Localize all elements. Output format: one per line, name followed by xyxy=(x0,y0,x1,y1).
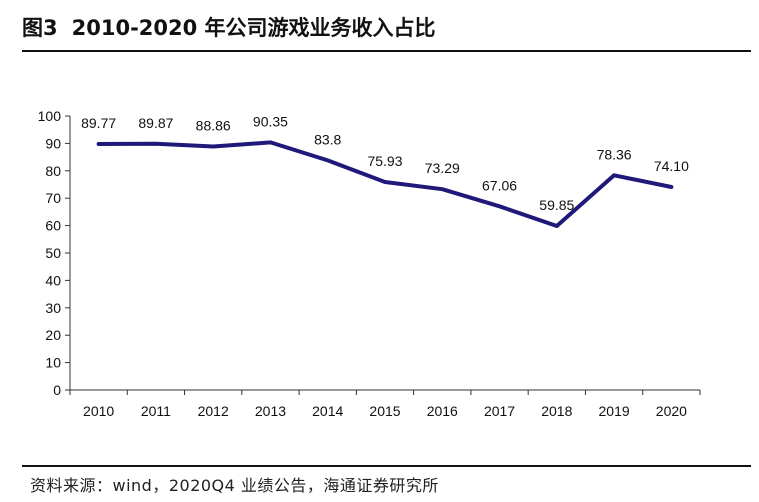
x-tick-label: 2018 xyxy=(541,403,572,419)
y-axis-ticks: 0 10 20 30 40 50 60 70 80 90 100 xyxy=(38,108,70,398)
figure-title: 图3 2010-2020 年公司游戏业务收入占比 xyxy=(22,10,436,46)
y-tick-label: 90 xyxy=(45,135,61,151)
y-tick-label: 80 xyxy=(45,163,61,179)
y-tick-label: 40 xyxy=(45,272,61,288)
y-tick-label: 100 xyxy=(38,108,62,124)
data-label: 59.85 xyxy=(539,197,574,213)
figure-title-text: 2010-2020 年公司游戏业务收入占比 xyxy=(71,16,436,40)
x-tick-label: 2020 xyxy=(656,403,687,419)
x-tick-label: 2010 xyxy=(83,403,114,419)
x-tick-label: 2014 xyxy=(312,403,343,419)
data-label: 90.35 xyxy=(253,113,288,129)
y-tick-label: 0 xyxy=(53,382,61,398)
data-label: 73.29 xyxy=(425,160,460,176)
x-tick-label: 2012 xyxy=(198,403,229,419)
figure-number: 图3 xyxy=(22,16,58,40)
data-label: 75.93 xyxy=(367,153,402,169)
y-tick-label: 70 xyxy=(45,190,61,206)
x-axis-ticks: 2010 2011 2012 2013 2014 2015 2016 2017 2018 2019… xyxy=(69,390,701,419)
x-tick-label: 2019 xyxy=(599,403,630,419)
x-tick-label: 2017 xyxy=(484,403,515,419)
y-tick-label: 20 xyxy=(45,327,61,343)
data-label: 88.86 xyxy=(196,118,231,134)
data-label: 89.87 xyxy=(138,115,173,131)
y-tick-label: 10 xyxy=(45,355,61,371)
x-tick-label: 2011 xyxy=(141,403,171,419)
data-label: 74.10 xyxy=(654,158,689,174)
x-tick-label: 2015 xyxy=(369,403,400,419)
y-tick-label: 50 xyxy=(45,245,61,261)
x-tick-label: 2013 xyxy=(255,403,286,419)
title-rule xyxy=(22,50,751,52)
data-label: 89.77 xyxy=(81,115,116,131)
series-line xyxy=(96,140,674,228)
data-label: 78.36 xyxy=(597,146,632,162)
data-label: 67.06 xyxy=(482,177,517,193)
x-tick-label: 2016 xyxy=(427,403,458,419)
chart-series xyxy=(96,140,674,228)
data-label: 83.8 xyxy=(314,131,341,147)
source-note: 资料来源：wind，2020Q4 业绩公告，海通证券研究所 xyxy=(30,476,439,495)
y-tick-label: 30 xyxy=(45,300,61,316)
data-labels: 89.77 89.87 88.86 90.35 83.8 75.93 73.29 67.06 5… xyxy=(81,113,689,213)
y-tick-label: 60 xyxy=(45,218,61,234)
source-rule xyxy=(22,465,751,467)
